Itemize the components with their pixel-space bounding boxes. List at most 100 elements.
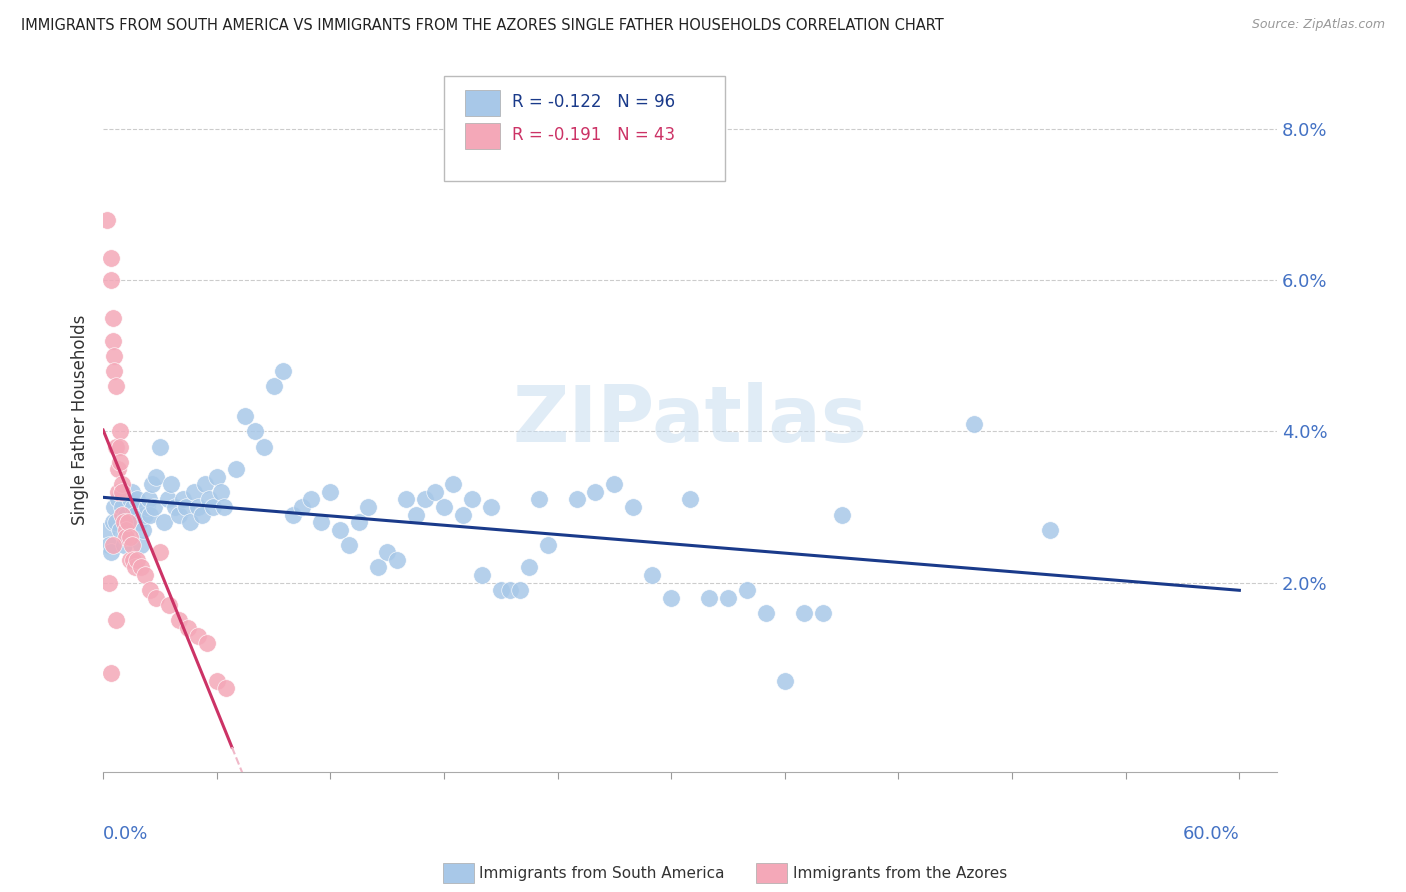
Point: [129, 560, 152, 574]
Y-axis label: Single Father Households: Single Father Households: [72, 315, 89, 525]
Point: [451, 508, 474, 522]
Point: [471, 568, 494, 582]
Point: [132, 523, 155, 537]
Point: [301, 492, 323, 507]
Point: [176, 500, 198, 514]
Point: [100, 251, 122, 265]
Point: [100, 666, 122, 681]
Point: [319, 484, 342, 499]
Point: [585, 484, 607, 499]
Point: [735, 583, 758, 598]
Point: [367, 560, 389, 574]
Point: [105, 379, 128, 393]
Point: [134, 568, 156, 582]
Point: [143, 500, 166, 514]
Point: [101, 311, 124, 326]
Point: [225, 462, 247, 476]
Point: [461, 492, 484, 507]
Point: [172, 492, 194, 507]
Point: [679, 492, 702, 507]
Point: [517, 560, 540, 574]
Point: [107, 492, 129, 507]
Point: [111, 484, 134, 499]
Point: [177, 621, 200, 635]
Point: [118, 530, 141, 544]
Point: [499, 583, 522, 598]
Point: [107, 484, 129, 499]
Point: [103, 349, 125, 363]
Point: [697, 591, 720, 605]
Point: [108, 425, 131, 439]
Point: [621, 500, 644, 514]
Point: [263, 379, 285, 393]
Point: [108, 440, 131, 454]
Point: [108, 523, 131, 537]
Point: [347, 515, 370, 529]
Point: [105, 440, 128, 454]
Point: [309, 515, 332, 529]
FancyBboxPatch shape: [465, 123, 501, 149]
Point: [105, 614, 128, 628]
Point: [413, 492, 436, 507]
Text: IMMIGRANTS FROM SOUTH AMERICA VS IMMIGRANTS FROM THE AZORES SINGLE FATHER HOUSEH: IMMIGRANTS FROM SOUTH AMERICA VS IMMIGRA…: [21, 18, 943, 33]
Text: R = -0.122   N = 96: R = -0.122 N = 96: [512, 94, 675, 112]
Point: [115, 530, 138, 544]
Point: [565, 492, 588, 507]
Point: [127, 492, 149, 507]
Point: [165, 500, 187, 514]
Point: [149, 440, 172, 454]
Point: [138, 492, 160, 507]
Text: 0.0%: 0.0%: [103, 824, 149, 843]
FancyBboxPatch shape: [444, 76, 725, 181]
Point: [156, 492, 179, 507]
Point: [527, 492, 550, 507]
Point: [1039, 523, 1062, 537]
Point: [135, 500, 157, 514]
Point: [145, 469, 167, 483]
Point: [105, 515, 128, 529]
Point: [122, 553, 145, 567]
Point: [253, 440, 276, 454]
Point: [124, 508, 146, 522]
Point: [111, 500, 134, 514]
Point: [96, 523, 118, 537]
Point: [108, 455, 131, 469]
Point: [811, 606, 834, 620]
Point: [117, 515, 139, 529]
Text: ZIPatlas: ZIPatlas: [513, 382, 868, 458]
Point: [101, 538, 124, 552]
Point: [205, 469, 228, 483]
Point: [167, 614, 190, 628]
Point: [215, 681, 238, 696]
Point: [100, 545, 122, 559]
Point: [195, 636, 218, 650]
Point: [509, 583, 531, 598]
Point: [395, 492, 418, 507]
Point: [479, 500, 502, 514]
Point: [337, 538, 360, 552]
Point: [291, 500, 314, 514]
Point: [243, 425, 266, 439]
Point: [194, 477, 217, 491]
Point: [423, 484, 446, 499]
Point: [134, 508, 156, 522]
Point: [831, 508, 853, 522]
Point: [129, 538, 152, 552]
Point: [118, 553, 141, 567]
Point: [385, 553, 408, 567]
Text: 60.0%: 60.0%: [1182, 824, 1239, 843]
Point: [201, 500, 224, 514]
Point: [405, 508, 427, 522]
Point: [139, 508, 162, 522]
Point: [773, 673, 796, 688]
Point: [167, 508, 190, 522]
Point: [205, 673, 228, 688]
Point: [111, 477, 134, 491]
Point: [101, 515, 124, 529]
Point: [103, 364, 125, 378]
Point: [281, 508, 304, 522]
Point: [96, 212, 118, 227]
Point: [111, 508, 134, 522]
Point: [433, 500, 456, 514]
Text: Source: ZipAtlas.com: Source: ZipAtlas.com: [1251, 18, 1385, 31]
